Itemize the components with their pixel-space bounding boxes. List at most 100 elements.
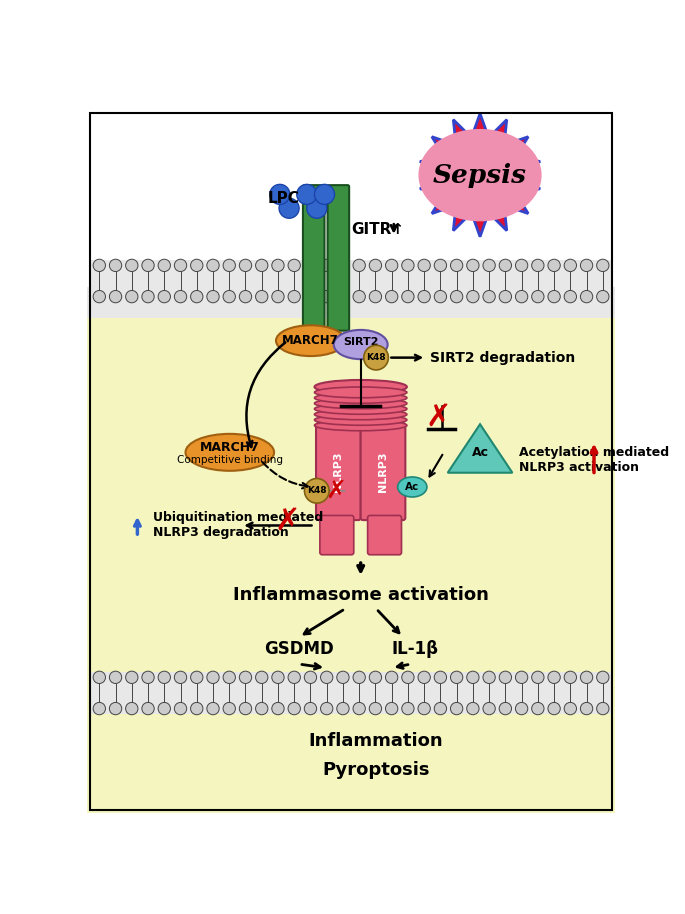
FancyBboxPatch shape [320, 515, 353, 555]
Circle shape [353, 702, 365, 715]
Circle shape [93, 291, 105, 303]
Circle shape [270, 185, 290, 205]
Circle shape [353, 291, 365, 303]
Circle shape [369, 702, 382, 715]
Circle shape [321, 671, 333, 684]
Ellipse shape [314, 409, 407, 420]
Ellipse shape [314, 387, 407, 398]
Circle shape [272, 291, 284, 303]
Circle shape [499, 260, 512, 271]
Circle shape [483, 291, 495, 303]
Circle shape [239, 671, 251, 684]
Text: Ac: Ac [471, 446, 488, 459]
Circle shape [418, 702, 430, 715]
Circle shape [401, 702, 414, 715]
Circle shape [564, 671, 577, 684]
Text: SIRT2 degradation: SIRT2 degradation [430, 351, 575, 365]
Circle shape [142, 702, 154, 715]
Circle shape [532, 702, 544, 715]
Ellipse shape [314, 420, 407, 430]
Circle shape [515, 260, 527, 271]
Circle shape [483, 671, 495, 684]
Text: Inflammasome activation: Inflammasome activation [233, 586, 488, 604]
Circle shape [125, 260, 138, 271]
Circle shape [223, 291, 236, 303]
Circle shape [175, 671, 187, 684]
Circle shape [190, 291, 203, 303]
Circle shape [175, 260, 187, 271]
Circle shape [239, 702, 251, 715]
Circle shape [272, 671, 284, 684]
Circle shape [597, 291, 609, 303]
Circle shape [597, 260, 609, 271]
Circle shape [564, 702, 577, 715]
Circle shape [369, 260, 382, 271]
Text: Acetylation mediated
NLRP3 activation: Acetylation mediated NLRP3 activation [519, 446, 669, 474]
Circle shape [451, 291, 463, 303]
Circle shape [190, 671, 203, 684]
FancyBboxPatch shape [327, 186, 349, 331]
Circle shape [207, 671, 219, 684]
Circle shape [466, 260, 479, 271]
Text: LPC: LPC [268, 191, 299, 206]
Polygon shape [420, 113, 540, 237]
Circle shape [499, 291, 512, 303]
Ellipse shape [398, 477, 427, 497]
Circle shape [466, 291, 479, 303]
Circle shape [125, 291, 138, 303]
Text: Inflammation: Inflammation [309, 732, 443, 750]
Text: ✗: ✗ [325, 479, 347, 503]
Circle shape [532, 671, 544, 684]
Text: Ubiquitination mediated
NLRP3 degradation: Ubiquitination mediated NLRP3 degradatio… [153, 512, 323, 539]
Circle shape [369, 291, 382, 303]
Circle shape [223, 260, 236, 271]
Text: GSDMD: GSDMD [264, 640, 334, 658]
Bar [91, 714, 611, 811]
Circle shape [110, 260, 122, 271]
Circle shape [401, 671, 414, 684]
Circle shape [304, 260, 316, 271]
Text: NLRP3: NLRP3 [334, 452, 343, 492]
Circle shape [515, 291, 527, 303]
Circle shape [515, 671, 527, 684]
Circle shape [451, 260, 463, 271]
Ellipse shape [314, 403, 407, 414]
Circle shape [466, 702, 479, 715]
Circle shape [190, 702, 203, 715]
Circle shape [548, 671, 560, 684]
Circle shape [564, 291, 577, 303]
Circle shape [256, 702, 268, 715]
Text: Sepsis: Sepsis [433, 163, 527, 187]
Circle shape [580, 291, 593, 303]
Circle shape [272, 702, 284, 715]
Bar [88, 287, 615, 813]
Circle shape [499, 702, 512, 715]
Circle shape [223, 702, 236, 715]
Circle shape [304, 291, 316, 303]
Circle shape [466, 671, 479, 684]
FancyBboxPatch shape [361, 423, 406, 520]
Text: NLRP3: NLRP3 [378, 452, 388, 492]
Circle shape [321, 702, 333, 715]
Circle shape [207, 260, 219, 271]
Circle shape [175, 291, 187, 303]
Circle shape [580, 702, 593, 715]
FancyBboxPatch shape [316, 423, 361, 520]
Circle shape [434, 671, 447, 684]
Text: GITR↑: GITR↑ [351, 221, 405, 237]
Ellipse shape [186, 434, 274, 471]
Text: IL-1β: IL-1β [391, 640, 438, 658]
Circle shape [386, 671, 398, 684]
Text: K48: K48 [307, 486, 327, 495]
Circle shape [307, 198, 327, 218]
FancyBboxPatch shape [368, 515, 401, 555]
Circle shape [337, 671, 349, 684]
Circle shape [532, 291, 544, 303]
Circle shape [297, 185, 316, 205]
Bar [88, 287, 615, 317]
Circle shape [548, 260, 560, 271]
Circle shape [386, 702, 398, 715]
Bar [88, 110, 615, 287]
Text: ✗: ✗ [425, 403, 451, 432]
Circle shape [321, 291, 333, 303]
